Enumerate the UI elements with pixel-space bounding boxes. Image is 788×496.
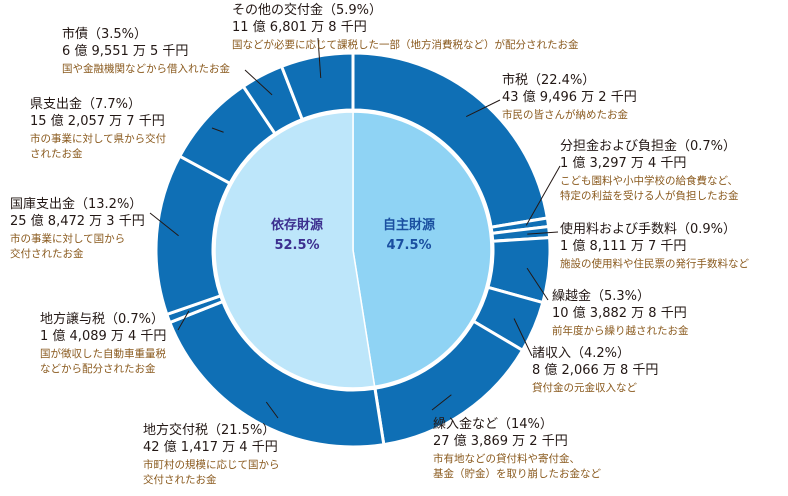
leader-line-5: [431, 394, 452, 411]
label-title-2: 使用料および手数料（0.9%）: [560, 221, 736, 237]
label-desc-5: 市有地などの貸付料や寄付金、: [433, 452, 580, 465]
leader-line-9: [211, 127, 224, 133]
segment-labels: 市税（22.4%）43 億 9,496 万 2 千円市民の皆さんが納めたお金分担…: [10, 2, 749, 486]
label-amount-9: 15 億 2,057 万 7 千円: [30, 113, 165, 129]
label-amount-11: 11 億 6,801 万 8 千円: [232, 19, 367, 35]
label-desc-7: 国が徴収した自動車重量税: [40, 347, 166, 360]
label-desc-11: 国などが必要に応じて課税した一部（地方消費税など）が配分されたお金: [232, 38, 579, 51]
label-desc-3: 前年度から繰り越されたお金: [552, 324, 689, 337]
label-title-3: 繰越金（5.3%）: [552, 288, 650, 304]
label-title-7: 地方譲与税（0.7%）: [40, 311, 164, 327]
label-desc-9: 市の事業に対して県から交付: [30, 132, 166, 145]
leader-lines: [149, 37, 561, 419]
label-desc-1: こども園料や小中学校の給食費など、: [560, 174, 738, 187]
inner-label-pct: 52.5%: [274, 238, 319, 253]
label-desc-5: 基金（貯金）を取り崩したお金など: [433, 467, 601, 480]
leader-line-7: [177, 310, 190, 331]
label-title-0: 市税（22.4%）: [502, 72, 595, 88]
label-title-5: 繰入金など（14%）: [433, 416, 553, 432]
label-title-8: 国庫支出金（13.2%）: [10, 196, 142, 212]
inner-label-name: 自主財源: [383, 217, 435, 233]
label-desc-8: 市の事業に対して国から: [10, 232, 125, 245]
label-amount-4: 8 億 2,066 万 8 千円: [532, 362, 658, 378]
leader-line-4: [513, 318, 533, 357]
label-title-4: 諸収入（4.2%）: [532, 345, 630, 361]
label-desc-4: 貸付金の元金収入など: [532, 381, 637, 394]
leader-line-11: [317, 37, 322, 79]
leader-line-0: [466, 99, 501, 118]
outer-ring: [154, 51, 552, 449]
label-desc-6: 市町村の規模に応じて国から: [143, 458, 280, 471]
label-amount-5: 27 億 3,869 万 2 千円: [433, 433, 568, 449]
inner-label-name: 依存財源: [271, 217, 323, 233]
label-amount-3: 10 億 3,882 万 8 千円: [552, 305, 687, 321]
inner-pie: 自主財源 47.5% 依存財源 52.5%: [214, 111, 492, 389]
label-amount-7: 1 億 4,089 万 4 千円: [40, 328, 166, 344]
label-amount-2: 1 億 8,111 万 7 千円: [560, 238, 686, 254]
label-desc-1: 特定の利益を受ける人が負担したお金: [560, 189, 739, 202]
label-amount-8: 25 億 8,472 万 3 千円: [10, 213, 145, 229]
inner-slice-0: [352, 111, 492, 388]
label-desc-6: 交付されたお金: [143, 473, 217, 486]
outer-segment-11: [279, 51, 355, 122]
label-desc-10: 国や金融機関などから借入れたお金: [62, 62, 230, 75]
label-title-10: 市債（3.5%）: [62, 26, 147, 42]
label-desc-0: 市民の皆さんが納めたお金: [502, 108, 628, 121]
label-amount-10: 6 億 9,551 万 5 千円: [62, 43, 188, 59]
label-title-9: 県支出金（7.7%）: [30, 96, 141, 112]
leader-line-10: [244, 69, 273, 96]
inner-slice-1: [214, 111, 376, 389]
leader-line-6: [265, 401, 279, 419]
label-desc-9: されたお金: [30, 147, 83, 160]
inner-label-pct: 47.5%: [386, 238, 431, 253]
label-amount-0: 43 億 9,496 万 2 千円: [502, 89, 637, 105]
label-title-6: 地方交付税（21.5%）: [143, 422, 275, 438]
leader-line-2: [527, 231, 559, 235]
label-title-11: その他の交付金（5.9%）: [232, 2, 382, 18]
label-amount-1: 1 億 3,297 万 4 千円: [560, 155, 686, 171]
leader-line-1: [525, 165, 561, 226]
label-desc-8: 交付されたお金: [10, 247, 84, 260]
label-amount-6: 42 億 1,417 万 4 千円: [143, 439, 278, 455]
leader-line-3: [526, 267, 549, 301]
label-title-1: 分担金および負担金（0.7%）: [560, 138, 736, 154]
leader-line-8: [149, 212, 179, 237]
label-desc-7: などから配分されたお金: [40, 362, 156, 375]
label-desc-2: 施設の使用料や住民票の発行手数料など: [560, 257, 749, 270]
